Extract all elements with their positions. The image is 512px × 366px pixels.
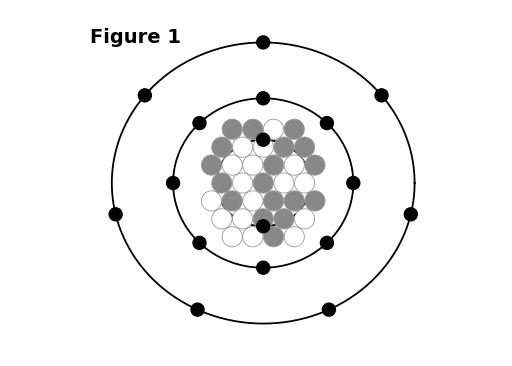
Circle shape (253, 209, 273, 229)
Circle shape (243, 119, 263, 139)
Circle shape (257, 92, 270, 105)
Circle shape (284, 191, 304, 211)
Circle shape (257, 133, 270, 146)
Circle shape (264, 191, 284, 211)
Circle shape (212, 209, 232, 229)
Circle shape (321, 117, 333, 130)
Circle shape (253, 173, 273, 193)
Circle shape (294, 173, 315, 193)
Circle shape (222, 227, 242, 247)
Circle shape (404, 208, 417, 221)
Circle shape (264, 227, 284, 247)
Circle shape (274, 173, 294, 193)
Circle shape (243, 227, 263, 247)
Circle shape (284, 119, 304, 139)
Circle shape (201, 155, 222, 175)
Circle shape (222, 119, 242, 139)
Circle shape (257, 36, 270, 49)
Circle shape (109, 208, 122, 221)
Text: Figure 1: Figure 1 (90, 28, 181, 47)
Circle shape (243, 155, 263, 175)
Circle shape (201, 191, 222, 211)
Circle shape (375, 89, 388, 102)
Circle shape (305, 191, 325, 211)
Circle shape (232, 209, 252, 229)
Circle shape (193, 117, 206, 130)
Circle shape (274, 137, 294, 157)
Circle shape (243, 191, 263, 211)
Circle shape (212, 173, 232, 193)
Circle shape (323, 303, 335, 316)
Circle shape (257, 261, 270, 274)
Circle shape (166, 176, 180, 190)
Circle shape (274, 209, 294, 229)
Circle shape (222, 191, 242, 211)
Circle shape (212, 137, 232, 157)
Circle shape (264, 119, 284, 139)
Circle shape (264, 155, 284, 175)
Circle shape (294, 137, 315, 157)
Circle shape (232, 173, 252, 193)
Circle shape (347, 176, 360, 190)
Circle shape (232, 137, 252, 157)
Circle shape (284, 227, 304, 247)
Circle shape (193, 236, 206, 249)
Circle shape (284, 155, 304, 175)
Circle shape (257, 220, 270, 233)
Circle shape (321, 236, 333, 249)
Circle shape (253, 137, 273, 157)
Circle shape (305, 155, 325, 175)
Circle shape (138, 89, 152, 102)
Circle shape (191, 303, 204, 316)
Circle shape (222, 155, 242, 175)
Circle shape (294, 209, 315, 229)
